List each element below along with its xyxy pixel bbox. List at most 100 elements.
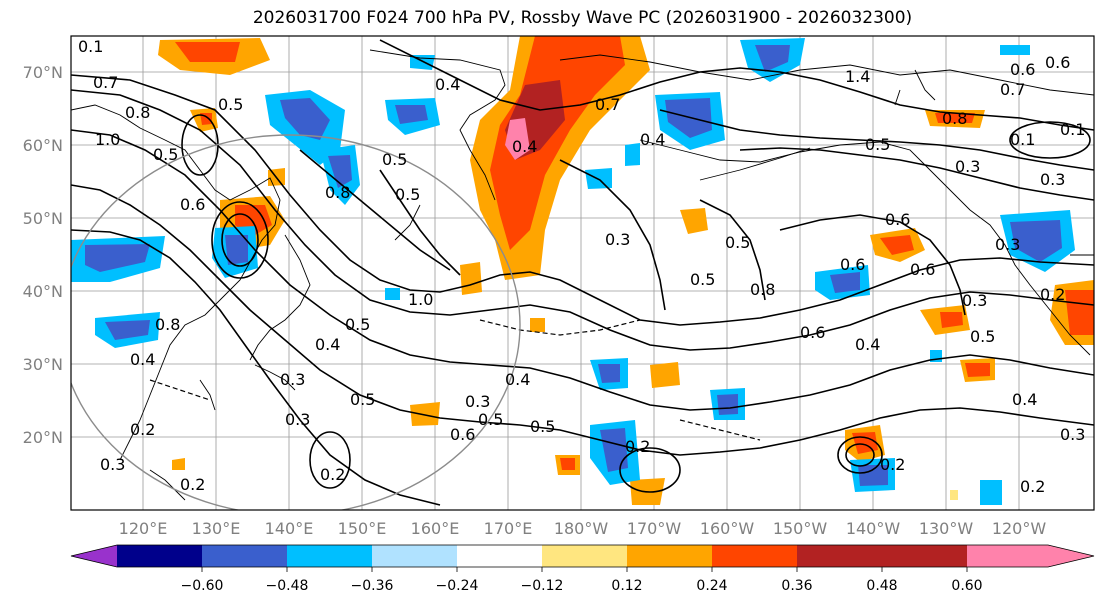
contour-label: 0.3 — [955, 157, 980, 176]
region-circle — [71, 134, 521, 510]
contour-label: 0.8 — [155, 315, 180, 334]
pv-contours — [71, 39, 1094, 506]
contour-label: 0.4 — [130, 350, 155, 369]
lon-label: 180°W — [554, 519, 609, 538]
contour-label: 0.3 — [1060, 425, 1085, 444]
contour-label: 0.2 — [130, 420, 155, 439]
contour-label: 0.3 — [995, 235, 1020, 254]
contour-label: 0.6 — [450, 425, 475, 444]
colorbar-tick-label: 0.60 — [951, 578, 982, 594]
contour-label: 0.8 — [325, 183, 350, 202]
colorbar-bin — [627, 545, 712, 567]
contour-label: 0.5 — [970, 327, 995, 346]
contour-label: 0.5 — [218, 95, 243, 114]
latitude-axis: 70°N 60°N 50°N 40°N 30°N 20°N — [23, 63, 63, 447]
colorbar-bin — [542, 545, 627, 567]
contour-label: 0.5 — [345, 315, 370, 334]
contour-label: 0.5 — [690, 270, 715, 289]
contour-label: 0.8 — [125, 103, 150, 122]
colorbar-tick-label: 0.12 — [611, 578, 642, 594]
lon-label: 130°W — [919, 519, 974, 538]
colorbar-bin — [287, 545, 372, 567]
contour-label: 0.2 — [625, 437, 650, 456]
contour-label: 0.6 — [840, 255, 865, 274]
lon-label: 170°E — [484, 519, 533, 538]
contour-label: 0.7 — [1000, 80, 1025, 99]
colorbar-ticks — [201, 567, 968, 572]
colorbar-extend-left — [71, 545, 117, 567]
contour-label: 0.3 — [280, 370, 305, 389]
positive-anomalies — [158, 36, 1094, 505]
lon-label: 170°W — [627, 519, 682, 538]
contour-label: 0.3 — [605, 230, 630, 249]
colorbar-tick-label: −0.48 — [266, 578, 309, 594]
map-content — [71, 36, 1094, 510]
colorbar-bin — [117, 545, 202, 567]
lon-label: 120°E — [119, 519, 168, 538]
contour-label: 0.5 — [382, 150, 407, 169]
contour-label: 0.5 — [530, 417, 555, 436]
contour-label: 0.1 — [78, 37, 103, 56]
pv-contours-dashed — [149, 319, 761, 441]
colorbar-bin — [712, 545, 797, 567]
contour-label: 0.2 — [320, 465, 345, 484]
contour-label: 0.5 — [350, 390, 375, 409]
contour-label: 0.2 — [880, 455, 905, 474]
contour-label: 0.3 — [100, 455, 125, 474]
contour-label: 0.3 — [962, 291, 987, 310]
colorbar-bin — [457, 545, 542, 567]
colorbar: −0.60 −0.48 −0.36 −0.24 −0.12 0.12 0.24 … — [70, 544, 1095, 594]
contour-label: 0.6 — [1010, 60, 1035, 79]
lon-label: 160°E — [411, 519, 460, 538]
contour-label: 0.5 — [478, 410, 503, 429]
contour-label: 0.6 — [1045, 53, 1070, 72]
colorbar-tick-label: −0.12 — [521, 578, 564, 594]
contour-label: 0.4 — [1012, 390, 1037, 409]
contour-label: 1.0 — [95, 130, 120, 149]
contour-label: 0.2 — [1040, 285, 1065, 304]
contour-label: 0.3 — [1040, 170, 1065, 189]
contour-label: 0.3 — [465, 392, 490, 411]
colorbar-tick-label: −0.24 — [436, 578, 479, 594]
lat-label: 20°N — [23, 428, 63, 447]
colorbar-tick-label: −0.36 — [351, 578, 394, 594]
lat-label: 30°N — [23, 355, 63, 374]
contour-label: 1.4 — [845, 67, 870, 86]
lat-label: 60°N — [23, 136, 63, 155]
colorbar-tick-label: −0.60 — [181, 578, 224, 594]
lon-label: 120°W — [992, 519, 1047, 538]
contour-label: 0.4 — [512, 137, 537, 156]
contour-label: 0.5 — [725, 233, 750, 252]
colorbar-bin — [882, 545, 967, 567]
colorbar-extend-right — [1048, 545, 1094, 567]
longitude-axis: 120°E 130°E 140°E 150°E 160°E 170°E 180°… — [119, 519, 1047, 538]
colorbar-bin — [967, 545, 1048, 567]
contour-label: 0.5 — [153, 145, 178, 164]
colorbar-bin — [372, 545, 457, 567]
map-title: 2026031700 F024 700 hPa PV, Rossby Wave … — [252, 8, 913, 28]
map-frame — [70, 35, 1095, 511]
contour-label: 0.4 — [640, 130, 665, 149]
contour-label: 0.2 — [1020, 477, 1045, 496]
contour-label: 1.0 — [408, 290, 433, 309]
contour-label: 0.6 — [800, 323, 825, 342]
colorbar-tick-label: 0.48 — [866, 578, 897, 594]
contour-label: 0.7 — [595, 95, 620, 114]
colorbar-outline — [70, 544, 1095, 568]
contour-label: 0.5 — [395, 185, 420, 204]
colorbar-tick-label: 0.24 — [696, 578, 727, 594]
colorbar-bin — [797, 545, 882, 567]
contour-label-group: 0.1 0.7 0.5 0.8 1.0 0.5 0.6 0.4 0.5 0.4 … — [78, 37, 1085, 496]
contour-label: 0.3 — [285, 410, 310, 429]
contour-label: 0.6 — [910, 260, 935, 279]
colorbar-bin — [202, 545, 287, 567]
contour-label: 0.4 — [855, 335, 880, 354]
contour-label: 0.1 — [1060, 120, 1085, 139]
contour-label: 0.1 — [1010, 130, 1035, 149]
lon-label: 130°E — [192, 519, 241, 538]
colorbar-tick-label: 0.36 — [781, 578, 812, 594]
contour-label: 0.7 — [93, 73, 118, 92]
contour-label: 0.8 — [942, 109, 967, 128]
lon-label: 150°E — [338, 519, 387, 538]
lon-label: 150°W — [773, 519, 828, 538]
